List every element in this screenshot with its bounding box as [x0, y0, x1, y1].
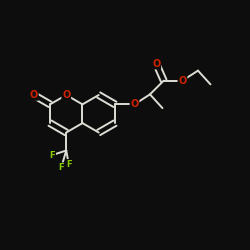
- Text: O: O: [152, 58, 160, 68]
- Text: O: O: [130, 99, 138, 110]
- Text: F: F: [66, 160, 71, 169]
- Text: F: F: [58, 163, 64, 172]
- Text: O: O: [30, 90, 38, 100]
- Text: O: O: [62, 90, 70, 100]
- Text: O: O: [178, 76, 186, 86]
- Text: F: F: [50, 150, 55, 160]
